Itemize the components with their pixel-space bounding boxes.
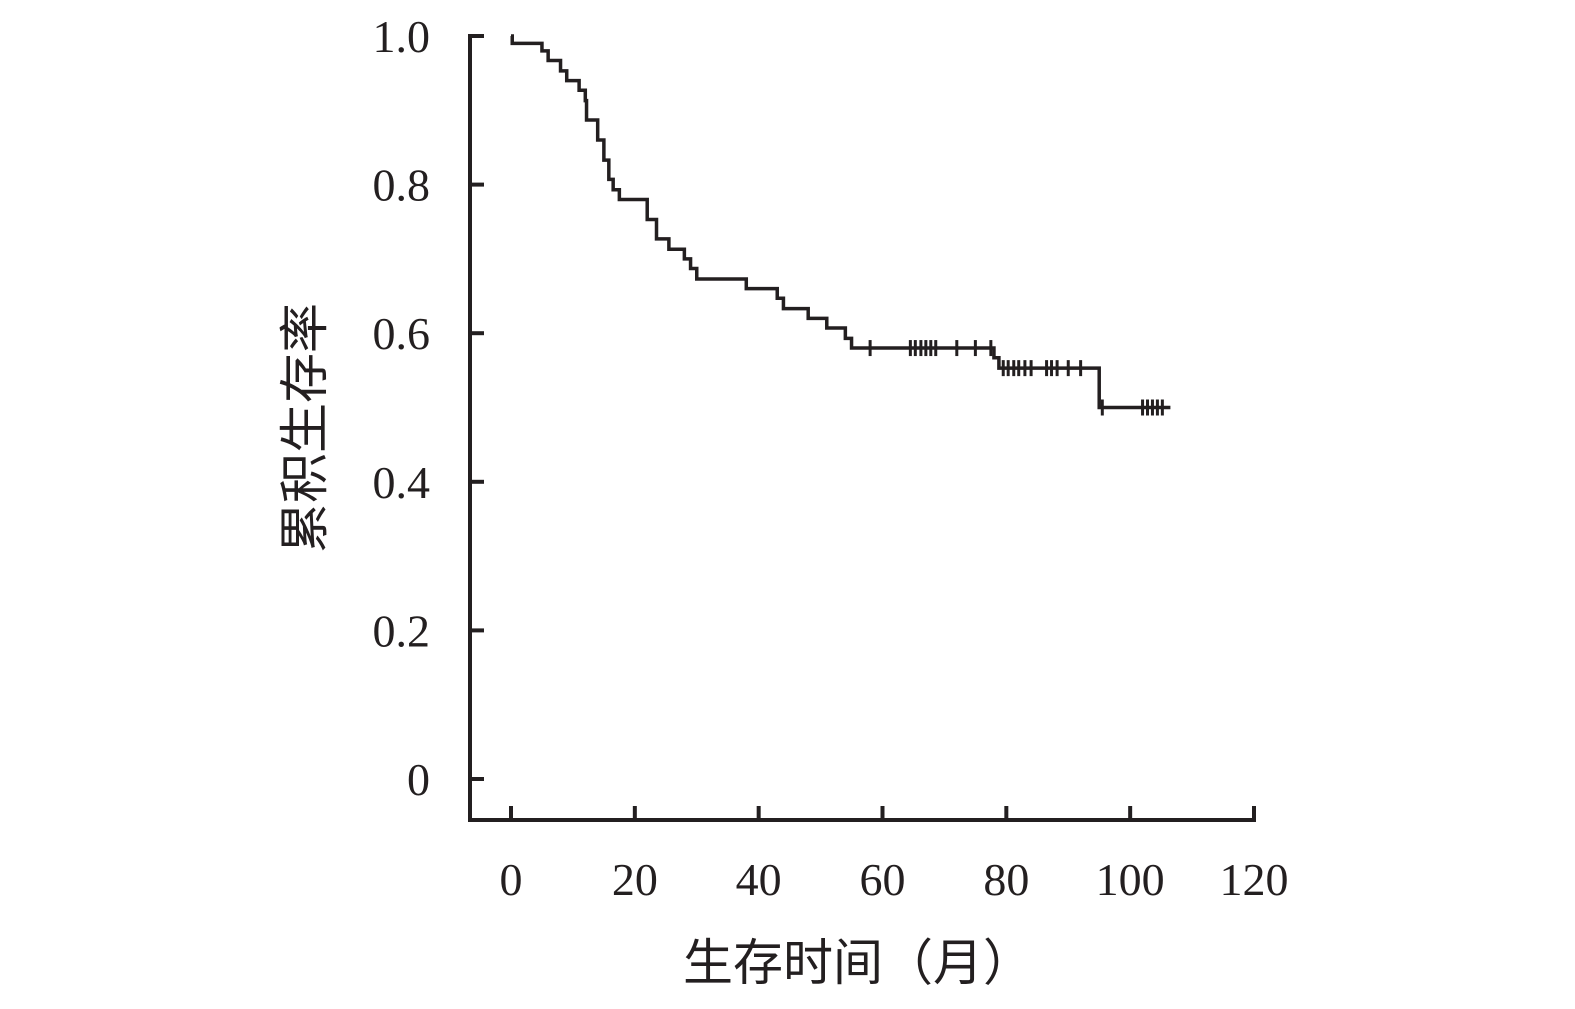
- y-tick-label: 0.4: [373, 457, 431, 508]
- y-tick-label: 0.2: [373, 605, 431, 656]
- x-axis-title: 生存时间（月）: [683, 935, 1033, 991]
- censor-layer: [868, 340, 1164, 416]
- y-tick-label: 1.0: [373, 11, 431, 62]
- y-tick-label: 0.6: [373, 308, 431, 359]
- label-layer: 生存时间（月） 累积生存率: [277, 303, 1033, 991]
- y-tick-label: 0.8: [373, 160, 431, 211]
- x-tick-label: 100: [1096, 854, 1165, 905]
- x-tick-label: 60: [860, 854, 906, 905]
- x-tick-label: 0: [500, 854, 523, 905]
- axes: 0 0.2 0.4 0.6 0.8 1.0 0 20 40 60 80 100 120: [373, 11, 1289, 905]
- x-tick-label: 80: [983, 854, 1029, 905]
- x-tick-label: 40: [736, 854, 782, 905]
- x-tick-label: 120: [1220, 854, 1289, 905]
- curve-layer: [510, 34, 1171, 410]
- survival-curve: [510, 34, 1171, 410]
- y-tick-label: 0: [407, 754, 430, 805]
- y-axis-title: 累积生存率: [277, 303, 333, 553]
- x-tick-label: 20: [612, 854, 658, 905]
